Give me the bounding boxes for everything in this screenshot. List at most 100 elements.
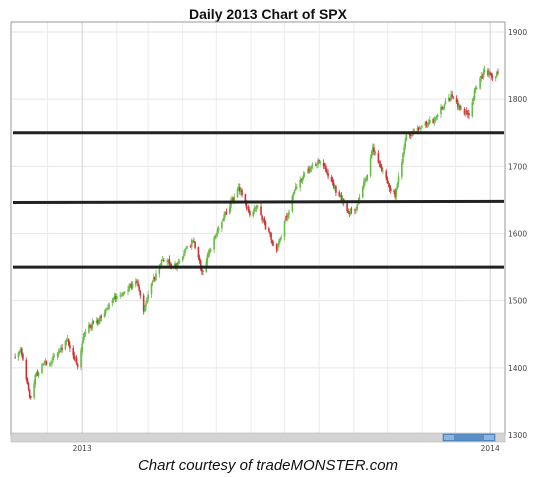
candle-body	[167, 259, 170, 262]
candle	[318, 159, 320, 164]
candle	[81, 340, 83, 355]
candle-body	[48, 363, 51, 365]
candle-body	[22, 354, 24, 360]
candle	[497, 68, 499, 76]
candle	[76, 362, 79, 370]
candle-body	[440, 107, 442, 114]
candle-body	[98, 320, 100, 324]
candle-body	[113, 296, 116, 299]
candle	[116, 293, 118, 302]
candle	[432, 117, 434, 124]
candle	[255, 204, 258, 212]
candle	[53, 353, 56, 358]
candle	[59, 347, 61, 353]
candle	[33, 379, 35, 400]
candle-body	[429, 119, 431, 124]
candle-body	[135, 280, 137, 285]
candle	[356, 203, 358, 212]
candle	[347, 208, 350, 214]
candle-body	[189, 246, 192, 247]
candle-body	[90, 325, 92, 328]
candle	[112, 296, 115, 304]
candle	[152, 273, 155, 282]
candle-body	[335, 186, 337, 193]
candle-body	[284, 216, 287, 221]
candle	[395, 187, 398, 201]
candle-body	[490, 73, 493, 76]
candle-body	[270, 233, 272, 240]
candle	[348, 211, 351, 217]
candle-body	[127, 289, 129, 292]
candle-body	[222, 219, 224, 221]
candle	[21, 346, 23, 358]
candle-body	[481, 75, 484, 78]
scroll-left-button[interactable]	[444, 435, 454, 440]
candle-body	[354, 209, 356, 211]
candle	[208, 248, 211, 258]
candle-body	[464, 110, 467, 114]
candle	[448, 93, 450, 102]
candle	[155, 269, 157, 281]
candle-body	[206, 255, 209, 263]
candle-body	[41, 364, 43, 374]
candle	[162, 257, 165, 263]
y-axis-ticks: 1900 1800 1700 1600 1500 1400 1300	[508, 28, 527, 440]
candle-body	[207, 253, 210, 256]
candle-body	[355, 208, 357, 211]
candle-body	[19, 348, 22, 353]
candle-body	[142, 295, 145, 312]
candle	[178, 259, 181, 265]
candle	[36, 369, 39, 377]
candle	[65, 337, 68, 346]
candle	[269, 231, 271, 237]
candle-body	[294, 186, 297, 190]
candle-body	[29, 396, 32, 399]
scroll-right-button[interactable]	[484, 435, 494, 440]
candle-body	[107, 308, 109, 310]
candle-body	[233, 196, 236, 201]
candle-body	[288, 211, 290, 216]
candle	[206, 252, 209, 267]
scrollbar-track[interactable]	[10, 432, 506, 443]
candle-body	[279, 238, 281, 242]
candle-body	[158, 267, 161, 274]
candle-body	[410, 135, 412, 136]
candle	[424, 120, 427, 129]
candle-body	[315, 164, 317, 166]
candle	[14, 353, 16, 359]
candle-body	[224, 212, 227, 216]
candle-body	[411, 134, 413, 136]
candle-body	[197, 247, 200, 258]
candle	[379, 160, 382, 169]
candle-body	[74, 357, 77, 360]
candle-body	[60, 347, 62, 352]
candle-body	[44, 360, 47, 363]
candle	[380, 163, 383, 173]
candle	[177, 258, 180, 267]
candle-body	[216, 229, 219, 234]
scrollbar[interactable]	[10, 432, 506, 443]
candle-body	[64, 341, 67, 350]
candle	[61, 343, 63, 353]
candle-body	[108, 303, 110, 309]
candle-body	[169, 264, 172, 266]
candle-body	[146, 298, 148, 303]
candle	[411, 134, 413, 138]
scrollbar-handle[interactable]	[442, 433, 496, 442]
candle-body	[76, 364, 79, 368]
candle-body	[301, 178, 304, 181]
candle-body	[397, 176, 400, 184]
candle-body	[373, 147, 375, 152]
candle	[480, 72, 483, 83]
candle	[309, 166, 312, 173]
candle-body	[92, 321, 95, 323]
candle-body	[441, 106, 443, 110]
candle-body	[494, 76, 497, 79]
candle	[402, 152, 404, 165]
candle-body	[471, 101, 474, 117]
candle-body	[147, 294, 149, 299]
candle-body	[435, 116, 438, 117]
candle	[284, 215, 287, 222]
candle-body	[388, 184, 391, 189]
candle	[42, 362, 44, 366]
